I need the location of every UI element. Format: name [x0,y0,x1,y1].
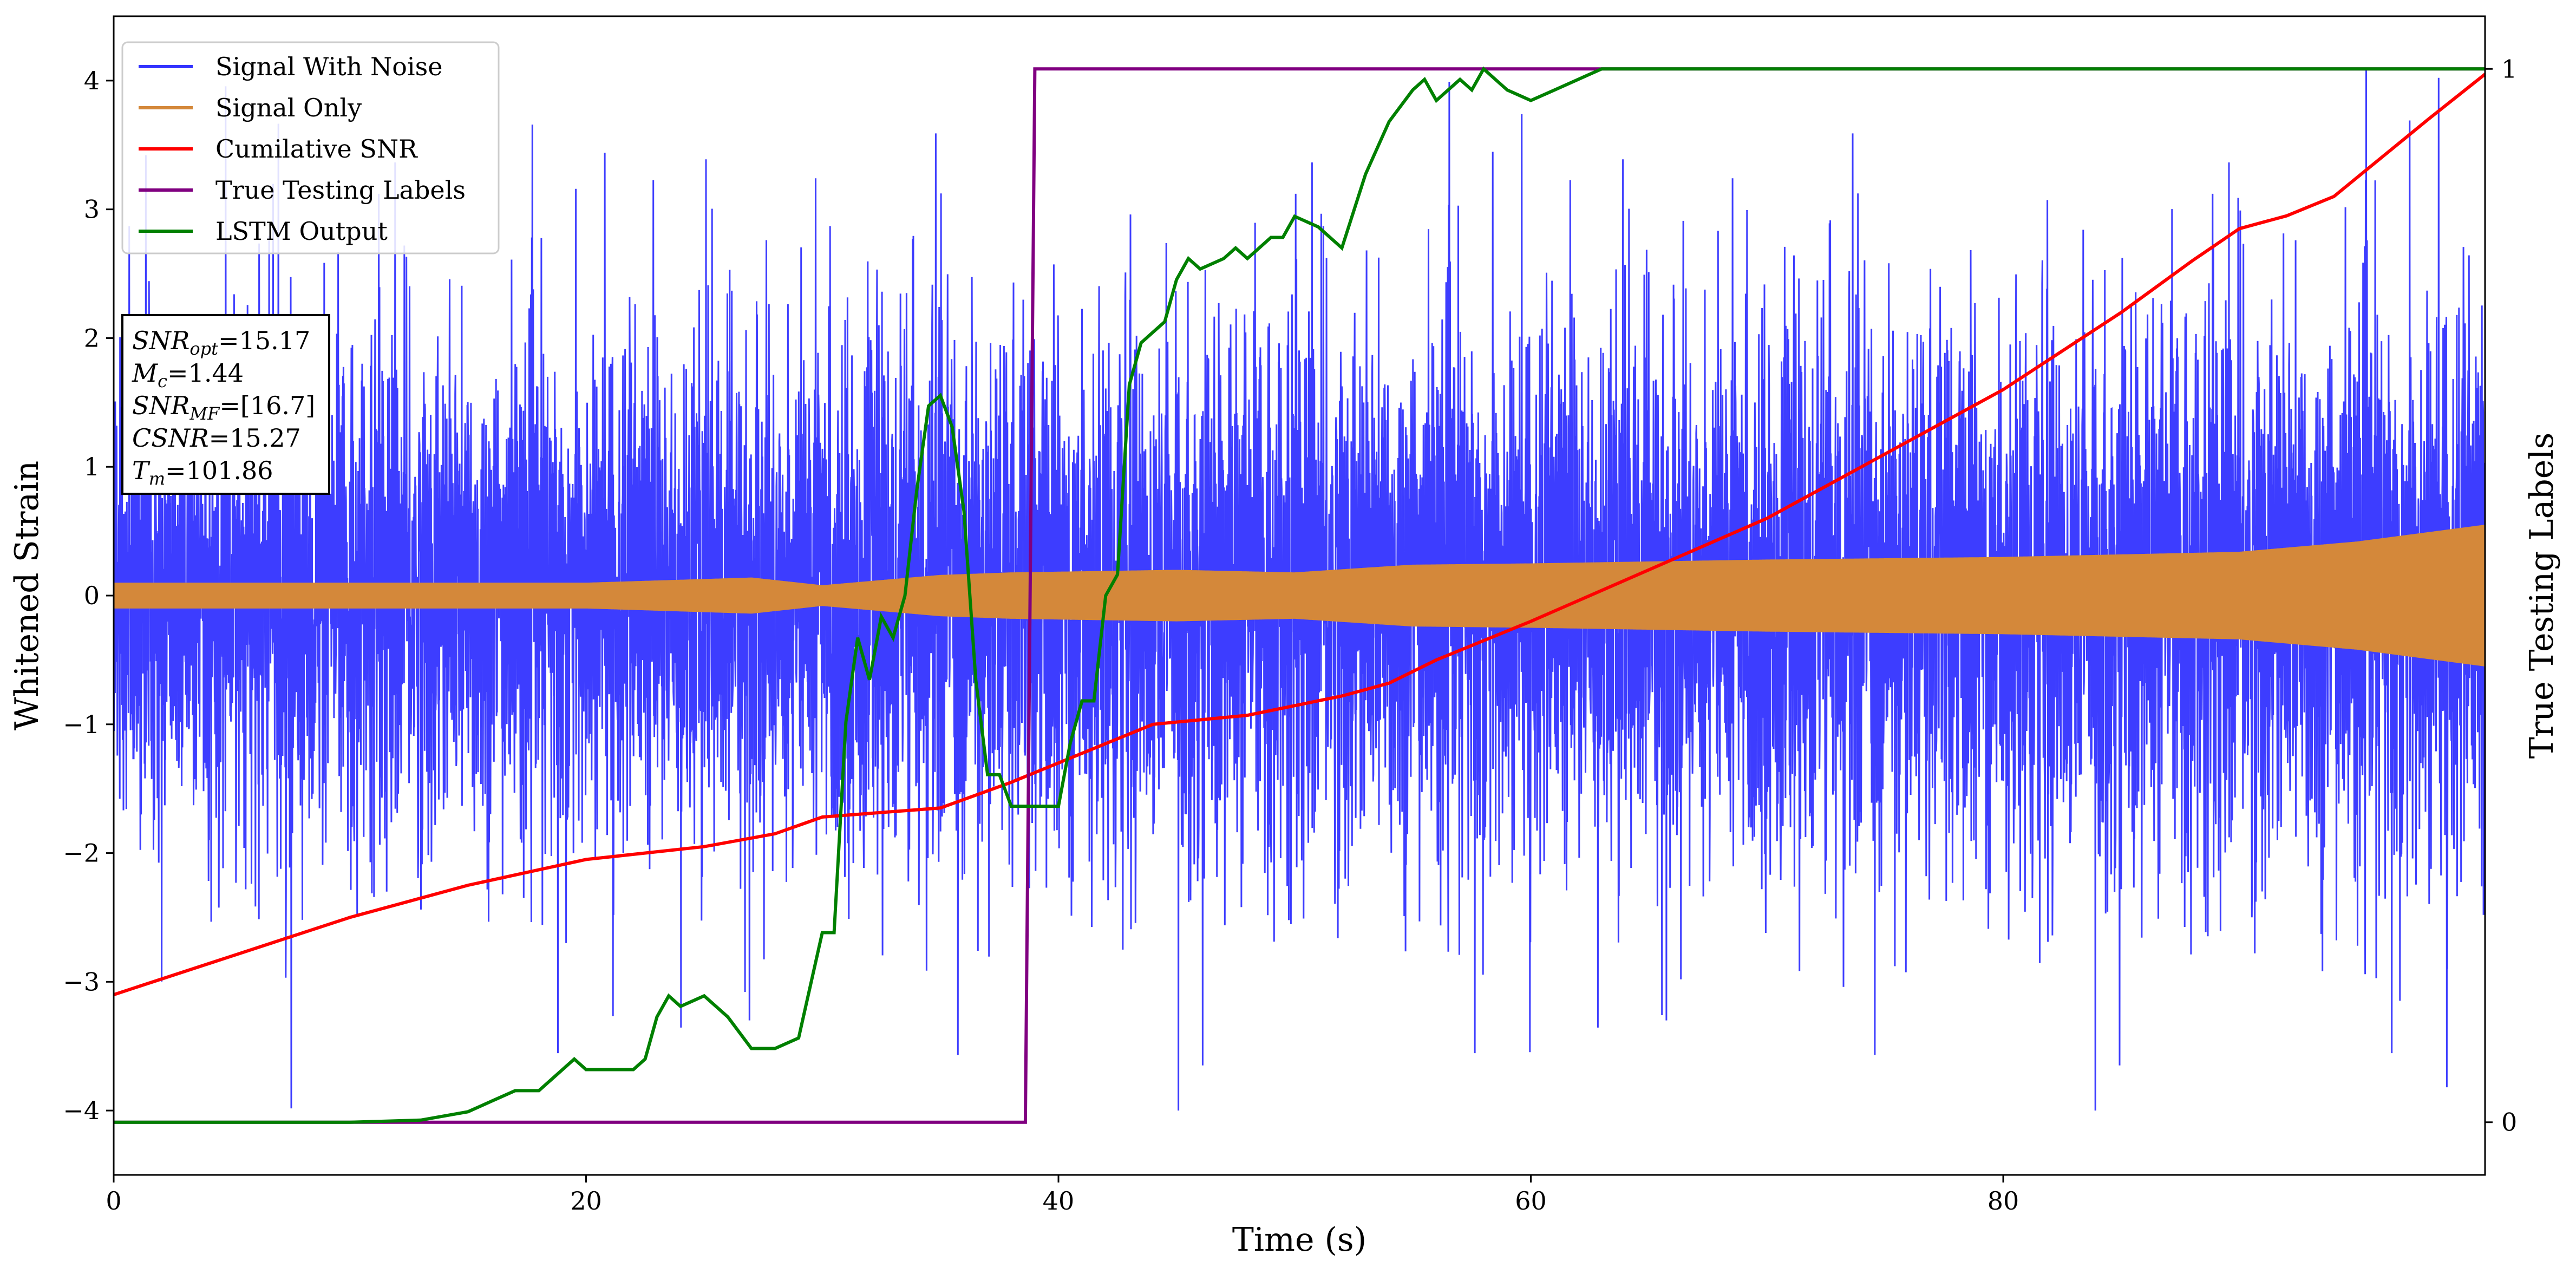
y2-axis-label: True Testing Labels [2523,433,2561,759]
y-tick-label: −4 [63,1096,100,1125]
y2-tick-label: 1 [2501,54,2517,83]
x-tick-label: 20 [570,1186,602,1216]
legend-label: LSTM Output [215,217,388,246]
legend-label: Cumilative SNR [215,134,418,164]
y-tick-label: 0 [84,581,100,610]
x-axis-label: Time (s) [1232,1221,1367,1259]
x-tick-label: 80 [1987,1186,2019,1216]
legend-label: Signal Only [215,93,362,122]
series-cumulative-snr [114,73,2485,996]
legend-label: True Testing Labels [215,175,466,205]
info-box-line: CSNR=15.27 [132,423,301,453]
info-box: SNRopt=15.17Mc=1.44SNRMF=[16.7]CSNR=15.2… [121,314,330,495]
x-axis: 0 20 40 60 80 [106,1175,2019,1216]
series-lstm-output [114,66,2485,1124]
series-signal-only [114,525,2485,667]
y-axis-label: Whitened Strain [8,461,46,730]
y2-tick-label: 0 [2501,1108,2517,1137]
y-tick-label: 3 [84,195,100,224]
info-box-line: SNRopt=15.17 [132,326,310,359]
info-box-line: SNRMF=[16.7] [132,391,315,424]
info-box-line: Tm=101.86 [132,456,273,489]
y-tick-label: −2 [63,839,100,868]
plot-series [114,66,2485,1124]
legend-label: Signal With Noise [215,52,442,81]
legend: Signal With Noise Signal Only Cumilative S… [121,41,500,254]
info-box-line: Mc=1.44 [132,358,244,391]
y-tick-label: −3 [63,967,100,996]
y-axis-right: 01 [2485,54,2517,1137]
x-tick-label: 0 [106,1186,121,1216]
x-tick-label: 60 [1515,1186,1547,1216]
y-tick-label: 1 [84,452,100,481]
x-tick-label: 40 [1043,1186,1075,1216]
y-tick-label: 4 [84,66,100,95]
y-tick-label: 2 [84,323,100,352]
y-axis-left: −4 −3 −2 −1 0 1 2 3 4 [63,66,114,1125]
info-box-frame [121,314,330,495]
y-tick-label: −1 [63,710,100,739]
legend-box [121,41,500,254]
